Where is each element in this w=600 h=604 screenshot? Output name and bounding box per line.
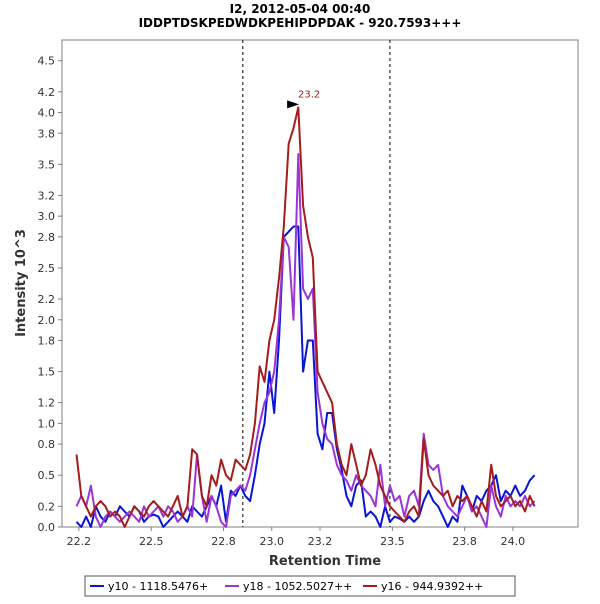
x-tick-label: 22.2 bbox=[67, 535, 92, 548]
y-axis-title: Intensity 10^3 bbox=[14, 229, 29, 337]
x-axis-title: Retention Time bbox=[269, 554, 381, 569]
x-tick-label: 23.5 bbox=[380, 535, 405, 548]
y-tick-label: 4.0 bbox=[38, 107, 56, 120]
y-tick-label: 1.0 bbox=[38, 417, 56, 430]
legend-label-2: y18 - 1052.5027++ bbox=[243, 580, 352, 593]
legend-label-1: y10 - 1118.5476+ bbox=[108, 580, 208, 593]
y-tick-label: 2.5 bbox=[38, 262, 56, 275]
series-line-2 bbox=[75, 153, 536, 528]
x-axis-ticks: 22.2 22.5 22.8 23.0 23.2 23.5 23.8 24.0 bbox=[67, 527, 526, 548]
chart-title: I2, 2012-05-04 00:40 bbox=[230, 2, 371, 16]
y-tick-label: 0.2 bbox=[38, 500, 56, 513]
x-tick-label: 23.2 bbox=[308, 535, 333, 548]
peak-label: 23.2 bbox=[298, 89, 320, 100]
peak-arrow-icon bbox=[287, 100, 300, 109]
y-tick-label: 0.5 bbox=[38, 469, 56, 482]
x-tick-label: 23.0 bbox=[260, 535, 285, 548]
series-line-3 bbox=[75, 106, 536, 528]
y-tick-label: 0.8 bbox=[38, 438, 56, 451]
y-tick-label: 2.8 bbox=[38, 231, 56, 244]
legend-box bbox=[84, 575, 516, 597]
y-tick-label: 3.2 bbox=[38, 189, 56, 202]
x-tick-label: 22.8 bbox=[211, 535, 236, 548]
series-layer bbox=[75, 106, 536, 528]
y-tick-label: 1.2 bbox=[38, 397, 56, 410]
y-tick-label: 1.8 bbox=[38, 334, 56, 347]
y-tick-label: 3.0 bbox=[38, 210, 56, 223]
legend-label-3: y16 - 944.9392++ bbox=[381, 580, 483, 593]
y-tick-label: 2.0 bbox=[38, 314, 56, 327]
y-tick-label: 4.5 bbox=[38, 55, 56, 68]
legend: y10 - 1118.5476+ y18 - 1052.5027++ y16 - 9… bbox=[84, 575, 516, 597]
y-tick-label: 2.2 bbox=[38, 293, 56, 306]
y-axis-ticks: 0.0 0.2 0.5 0.8 1.0 1.2 1.5 1.8 2.0 2.2 2.5 2.8 3.0 3… bbox=[38, 55, 62, 534]
y-tick-label: 0.0 bbox=[38, 521, 56, 534]
peak-annotation: 23.2 bbox=[287, 89, 320, 109]
y-tick-label: 3.8 bbox=[38, 127, 56, 140]
x-tick-label: 24.0 bbox=[501, 535, 526, 548]
y-tick-label: 3.5 bbox=[38, 158, 56, 171]
x-tick-label: 23.8 bbox=[452, 535, 477, 548]
chart-subtitle: IDDPTDSKPEDWDKPEHIPDPDAK - 920.7593+++ bbox=[139, 16, 462, 30]
y-tick-label: 4.2 bbox=[38, 86, 56, 99]
plot-area bbox=[61, 39, 579, 528]
y-tick-label: 1.5 bbox=[38, 366, 56, 379]
x-tick-label: 22.5 bbox=[139, 535, 164, 548]
